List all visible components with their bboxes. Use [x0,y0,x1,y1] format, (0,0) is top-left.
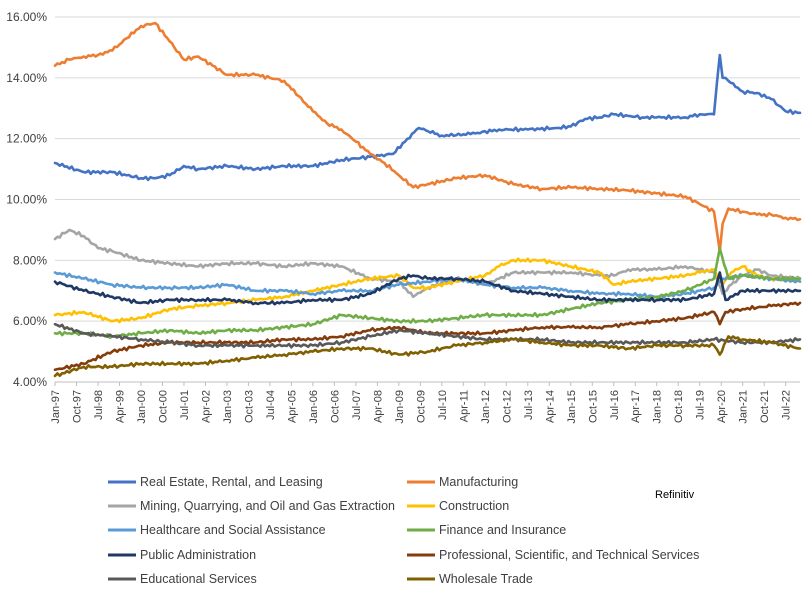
legend-label: Wholesale Trade [439,572,533,586]
x-tick-label: Oct-12 [501,390,513,423]
x-tick-label: Oct-06 [329,390,341,423]
x-tick-label: Jul-04 [265,390,277,420]
y-tick-label: 10.00% [6,193,47,207]
x-tick-label: Jan-03 [222,390,234,424]
x-tick-label: Jan-21 [738,390,750,424]
series-line-educational-services [53,322,802,349]
x-tick-label: Oct-97 [71,390,83,423]
y-tick-label: 8.00% [13,253,47,267]
series-lines [53,21,802,378]
legend-label: Finance and Insurance [439,523,566,537]
legend-label: Educational Services [140,572,257,586]
x-tick-label: Apr-99 [114,390,126,423]
x-tick-label: Apr-17 [630,390,642,423]
y-axis-tick-labels: 4.00% 6.00% 8.00% 10.00% 12.00% 14.00% 16.00% [6,10,47,389]
y-tick-label: 16.00% [6,10,47,24]
x-tick-label: Oct-03 [243,390,255,423]
series-line-finance-and-insurance [53,246,802,340]
x-tick-label: Apr-05 [286,390,298,423]
x-tick-label: Jul-22 [781,390,793,420]
legend-label: Professional, Scientific, and Technical … [439,548,699,562]
x-tick-label: Jul-98 [93,390,105,420]
x-tick-label: Jan-09 [394,390,406,424]
x-tick-label: Oct-00 [157,390,169,423]
y-tick-label: 6.00% [13,314,47,328]
x-tick-label: Oct-09 [415,390,427,423]
x-tick-label: Oct-15 [587,390,599,423]
x-tick-label: Jul-13 [523,390,535,420]
legend: Real Estate, Rental, and Leasing Manufact… [108,475,699,586]
x-tick-label: Apr-02 [200,390,212,423]
x-tick-label: Oct-21 [759,390,771,423]
legend-label: Healthcare and Social Assistance [140,523,326,537]
x-tick-label: Jan-00 [136,390,148,424]
series-line-healthcare-and-social-assistance [53,271,802,300]
x-tick-label: Jul-10 [437,390,449,420]
x-tick-label: Apr-11 [458,390,470,422]
x-tick-label: Jul-19 [695,390,707,420]
x-tick-label: Apr-14 [544,390,556,423]
x-tick-label: Apr-08 [372,390,384,423]
series-line-professional-scientific-and-technical-services [53,301,802,372]
series-line-wholesale-trade [53,335,802,378]
x-tick-label: Jan-18 [652,390,664,424]
series-line-manufacturing [53,21,802,253]
x-axis-tick-labels: Jan-97 Oct-97 Jul-98 Apr-99 Jan-00 Oct-00 Jul-… [50,390,793,424]
x-tick-label: Jul-07 [351,390,363,420]
legend-label: Mining, Quarrying, and Oil and Gas Extra… [140,499,395,513]
legend-label: Public Administration [140,548,256,562]
legend-label: Manufacturing [439,475,518,489]
legend-label: Real Estate, Rental, and Leasing [140,475,323,489]
x-tick-label: Jul-01 [179,390,191,420]
series-line-construction [53,257,802,324]
source-annotation: Refinitiv [655,489,695,501]
x-tick-label: Oct-18 [673,390,685,423]
y-tick-label: 12.00% [6,132,47,146]
x-axis [54,381,800,386]
legend-label: Construction [439,499,509,513]
x-tick-label: Apr-20 [716,390,728,423]
x-tick-label: Jul-16 [609,390,621,420]
y-tick-label: 4.00% [13,375,47,389]
y-tick-label: 14.00% [6,71,47,85]
series-line-public-administration [53,271,802,306]
series-line-real-estate-rental-and-leasing [53,53,802,182]
x-tick-label: Jan-06 [308,390,320,424]
x-tick-label: Jan-97 [50,390,62,424]
x-tick-label: Jan-12 [480,390,492,424]
x-tick-label: Jan-15 [566,390,578,424]
gridlines [55,16,800,383]
